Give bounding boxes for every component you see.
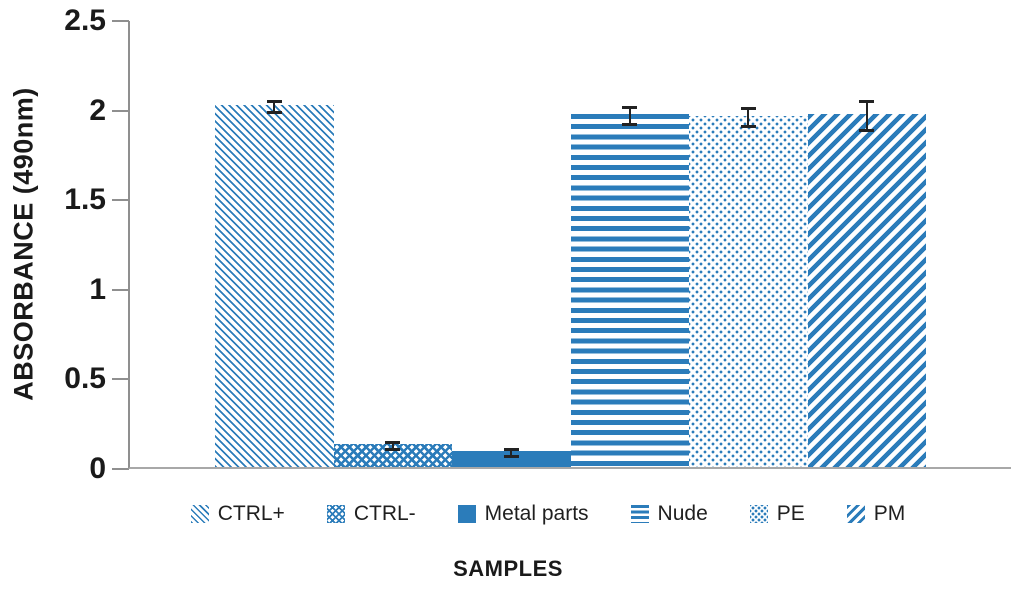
- y-axis-title: ABSORBANCE (490nm): [8, 87, 39, 401]
- y-tick-label-0: 0: [89, 452, 106, 485]
- legend-item-nude: Nude: [630, 502, 708, 526]
- legend-label-ctrl: CTRL+: [217, 502, 285, 525]
- y-tick-mark-0.5: [112, 378, 129, 381]
- legend-label-ctrl: CTRL-: [353, 502, 416, 525]
- error-bar-metal-parts: [510, 449, 513, 457]
- plot-area: [128, 21, 1011, 469]
- legend-swatch-diagonal-up-wide-icon: [846, 505, 865, 523]
- legend-label-metal-parts: Metal parts: [484, 502, 589, 525]
- error-bar-ctrl: [273, 101, 276, 113]
- y-tick-label-2: 2: [89, 93, 106, 127]
- legend-item-pe: PE: [749, 502, 805, 526]
- y-tick-label-1: 1: [89, 272, 106, 306]
- legend-swatch-diamond-grid-icon: [326, 505, 345, 523]
- legend-swatch-horizontal-stripes-icon: [630, 505, 649, 523]
- error-cap-top-nude: [622, 105, 638, 109]
- bar-ctrl: [333, 443, 452, 467]
- x-axis-title: SAMPLES: [453, 556, 563, 581]
- bar-pm: [807, 113, 926, 467]
- y-tick-mark-0: [112, 468, 129, 470]
- legend-item-ctrl: CTRL+: [190, 502, 285, 526]
- y-tick-mark-1.5: [112, 199, 129, 202]
- y-tick-label-0.5: 0.5: [64, 362, 106, 396]
- bar-pe: [689, 115, 808, 467]
- error-cap-bottom-ctrl: [385, 447, 401, 451]
- error-bar-ctrl: [391, 442, 394, 450]
- legend-label-nude: Nude: [657, 502, 708, 525]
- y-tick-label-2.5: 2.5: [64, 4, 106, 37]
- error-bar-pm: [865, 101, 868, 131]
- error-cap-bottom-metal-parts: [503, 454, 519, 458]
- error-cap-bottom-nude: [622, 123, 638, 127]
- error-cap-top-pe: [740, 107, 756, 111]
- error-cap-bottom-pm: [859, 128, 875, 132]
- legend-item-pm: PM: [846, 502, 906, 526]
- legend-label-pe: PE: [776, 502, 805, 525]
- legend-swatch-solid-icon: [457, 505, 476, 523]
- y-tick-mark-2.5: [112, 20, 129, 22]
- bar-metal-parts: [452, 450, 571, 467]
- error-cap-top-metal-parts: [503, 447, 519, 451]
- y-tick-mark-1: [112, 288, 129, 291]
- error-bar-pe: [747, 108, 750, 127]
- y-tick-mark-2: [112, 109, 129, 112]
- error-cap-top-ctrl: [385, 440, 401, 444]
- bar-ctrl: [215, 105, 334, 467]
- error-cap-top-pm: [859, 100, 875, 104]
- legend: CTRL+ CTRL- Metal parts Nude PE PM: [60, 501, 1024, 527]
- legend-swatch-dots-icon: [749, 505, 768, 523]
- legend-label-pm: PM: [873, 502, 906, 525]
- legend-swatch-diagonal-down-thin-icon: [190, 505, 209, 523]
- error-bar-nude: [628, 107, 631, 125]
- error-cap-top-ctrl: [266, 100, 282, 104]
- legend-item-ctrl: CTRL-: [326, 502, 416, 526]
- legend-item-metal-parts: Metal parts: [457, 502, 589, 526]
- error-cap-bottom-ctrl: [266, 110, 282, 114]
- error-cap-bottom-pe: [740, 125, 756, 129]
- y-tick-label-1.5: 1.5: [64, 183, 106, 217]
- bar-nude: [570, 113, 689, 467]
